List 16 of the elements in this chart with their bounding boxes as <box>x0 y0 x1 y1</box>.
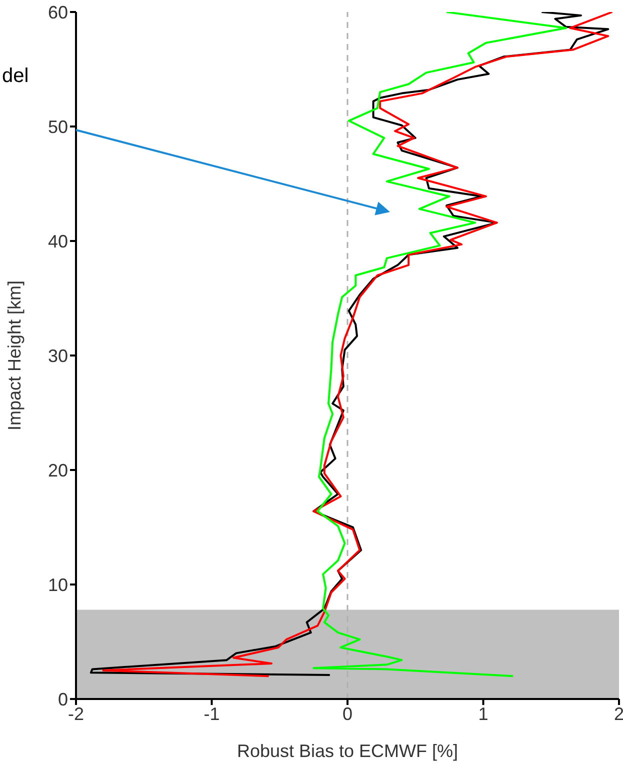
x-tick-label: 1 <box>478 704 488 724</box>
y-tick-label: 40 <box>48 231 68 252</box>
y-tick-label: 20 <box>48 460 68 480</box>
y-tick-label: 10 <box>48 574 68 595</box>
y-tick-label: 30 <box>48 346 68 366</box>
y-tick-label: 50 <box>48 116 68 137</box>
line-series <box>312 12 568 678</box>
y-axis-title: Impact Height [km] <box>4 280 24 431</box>
x-axis-title: Robust Bias to ECMWF [%] <box>236 741 458 761</box>
text: del <box>2 65 29 87</box>
x-tick-label: 0 <box>342 704 353 724</box>
y-tick-label: 60 <box>48 2 68 22</box>
x-tick-label: -2 <box>68 704 84 724</box>
y-tick-label: 0 <box>58 689 68 710</box>
x-tick-label: 2 <box>614 704 623 724</box>
x-tick-label: -1 <box>204 704 220 724</box>
